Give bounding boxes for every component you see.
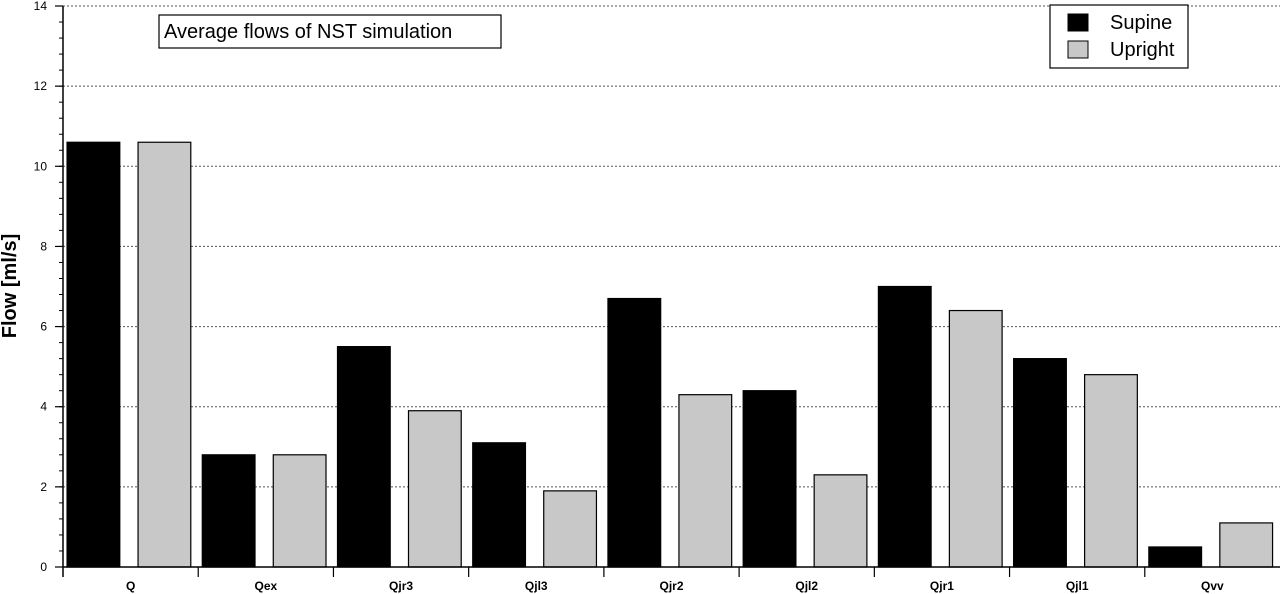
- y-tick-label: 14: [34, 0, 48, 13]
- bar-upright-qjl3: [543, 490, 598, 568]
- bar-upright-qex: [272, 454, 327, 568]
- x-tick-label: Qjl2: [795, 579, 818, 593]
- bar-supine-qjl1: [1013, 358, 1067, 568]
- x-tick-label: Q: [126, 579, 135, 593]
- bar-supine-qjr2: [607, 297, 662, 568]
- bar-upright-qjr2: [678, 394, 733, 568]
- y-tick-label: 8: [40, 239, 47, 253]
- x-tick-label: Qex: [254, 579, 277, 593]
- y-tick-label: 4: [40, 400, 47, 414]
- gridlines: [63, 5, 1280, 488]
- x-tick-label: Qjr1: [930, 579, 954, 593]
- x-tick-label: Qjr2: [659, 579, 683, 593]
- x-tick-label: Qjl1: [1066, 579, 1089, 593]
- chart-title: Average flows of NST simulation: [164, 21, 452, 43]
- legend-swatch-upright: [1067, 40, 1089, 59]
- legend-swatch-supine: [1067, 13, 1089, 32]
- y-tick-label: 12: [34, 79, 48, 93]
- bar-supine-qvv: [1148, 546, 1203, 568]
- bars: [66, 141, 1274, 568]
- bar-upright-q: [137, 141, 192, 568]
- bar-supine-qjr3: [336, 346, 391, 568]
- bar-supine-q: [66, 141, 121, 568]
- chart-title-box: Average flows of NST simulation: [158, 14, 502, 49]
- y-tick-label: 10: [34, 159, 48, 173]
- bar-supine-qjl2: [742, 390, 797, 568]
- x-tick-label: Qjr3: [389, 579, 413, 593]
- axes: 0 2 4 6 8 10 12 14 Q Qex Qjr3 Qjl3 Qjr2 Qjl2 Qjr1 Qjl1 Q…: [34, 0, 1280, 593]
- bar-upright-qjr3: [407, 410, 462, 568]
- legend-label-upright: Upright: [1110, 39, 1175, 61]
- legend-label-supine: Supine: [1110, 12, 1172, 34]
- y-tick-label: 2: [40, 480, 47, 494]
- bar-supine-qjl3: [472, 442, 527, 568]
- legend: Supine Upright: [1049, 4, 1189, 69]
- y-axis-title: Flow [ml/s]: [0, 234, 21, 338]
- x-tick-label: Qvv: [1201, 579, 1224, 593]
- bar-supine-qex: [201, 454, 256, 568]
- bar-upright-qvv: [1219, 522, 1274, 568]
- bar-upright-qjl2: [813, 474, 868, 568]
- bar-supine-qjr1: [877, 285, 932, 568]
- y-tick-label: 6: [40, 320, 47, 334]
- bar-upright-qjl1: [1084, 374, 1138, 568]
- y-tick-label: 0: [40, 560, 47, 574]
- bar-upright-qjr1: [948, 309, 1003, 568]
- x-tick-label: Qjl3: [525, 579, 548, 593]
